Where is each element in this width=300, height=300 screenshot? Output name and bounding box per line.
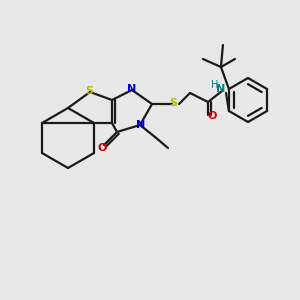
Text: S: S [169, 98, 177, 108]
Text: N: N [128, 84, 136, 94]
Text: N: N [216, 84, 226, 94]
Text: O: O [97, 143, 107, 153]
Text: O: O [207, 111, 217, 121]
Text: S: S [85, 86, 93, 96]
Text: N: N [136, 120, 146, 130]
Text: H: H [211, 80, 219, 90]
